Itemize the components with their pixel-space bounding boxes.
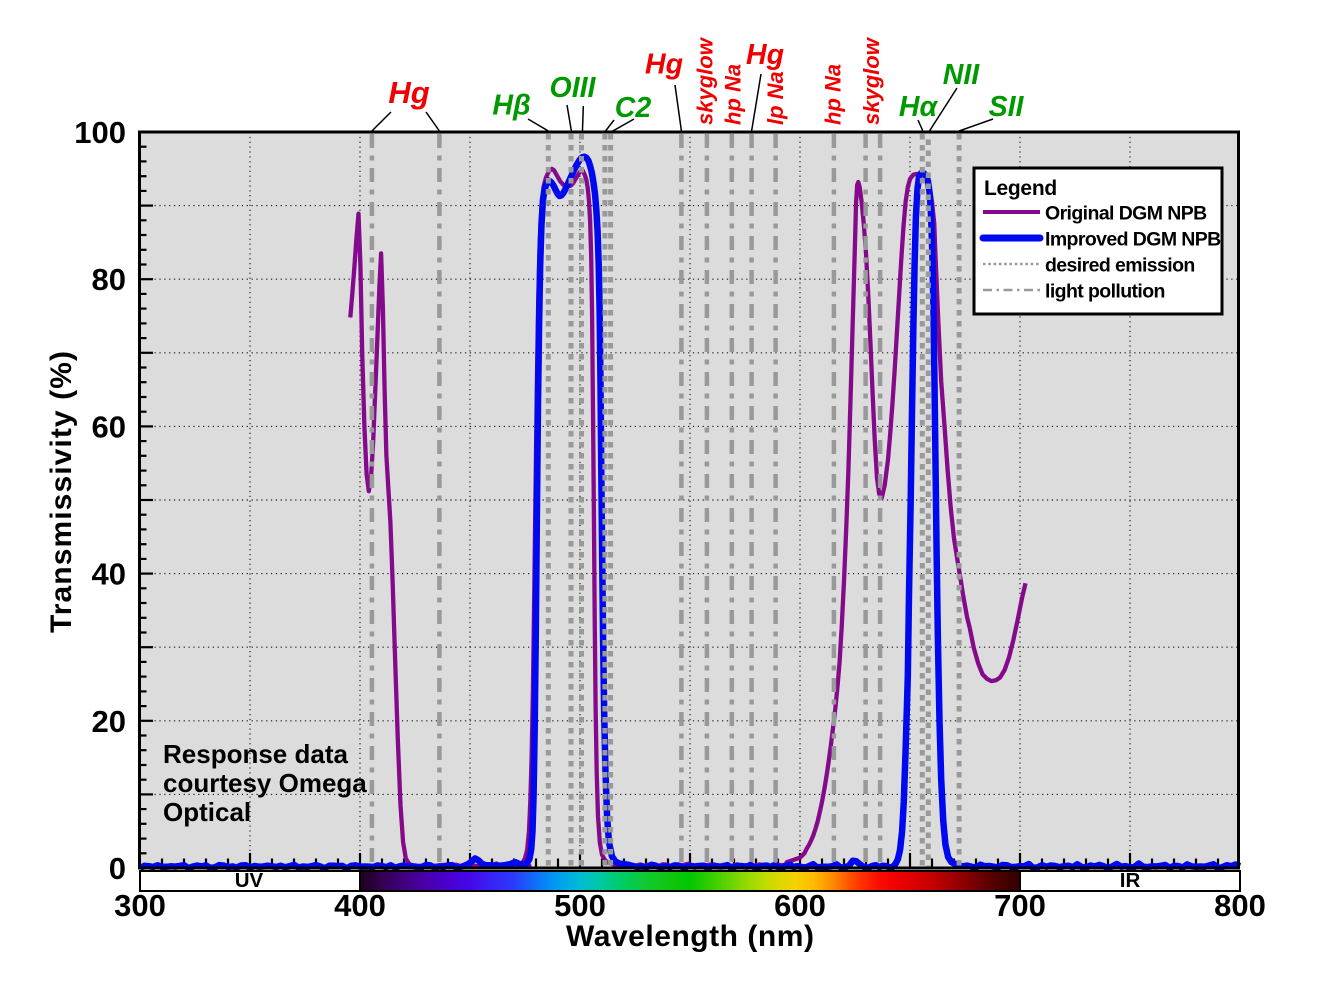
svg-text:courtesy Omega: courtesy Omega [163, 768, 367, 798]
svg-text:Legend: Legend [984, 177, 1057, 200]
svg-text:100: 100 [74, 115, 126, 150]
svg-text:800: 800 [1214, 888, 1266, 923]
svg-text:Hg: Hg [388, 75, 429, 110]
svg-text:hp Na: hp Na [821, 64, 846, 125]
svg-text:OIII: OIII [550, 72, 597, 104]
svg-text:40: 40 [92, 557, 126, 592]
svg-text:Hg: Hg [746, 39, 784, 71]
svg-text:20: 20 [92, 704, 126, 739]
svg-text:C2: C2 [615, 92, 652, 124]
svg-text:hp Na: hp Na [720, 64, 745, 125]
svg-text:desired emission: desired emission [1045, 255, 1195, 277]
svg-text:700: 700 [994, 888, 1046, 923]
svg-text:lp Na: lp Na [763, 71, 788, 125]
svg-text:0: 0 [109, 851, 126, 886]
svg-text:SII: SII [989, 91, 1025, 123]
svg-text:500: 500 [554, 888, 606, 923]
svg-text:IR: IR [1120, 869, 1141, 892]
svg-text:skyglow: skyglow [693, 36, 718, 125]
svg-text:Improved DGM NPB: Improved DGM NPB [1045, 229, 1221, 251]
svg-text:skyglow: skyglow [859, 36, 884, 125]
svg-text:80: 80 [92, 262, 126, 297]
svg-text:Response data: Response data [163, 739, 348, 769]
svg-text:60: 60 [92, 409, 126, 444]
svg-text:UV: UV [235, 869, 264, 892]
svg-text:300: 300 [114, 888, 166, 923]
svg-text:light pollution: light pollution [1045, 281, 1165, 303]
svg-text:Hβ: Hβ [492, 90, 530, 122]
svg-text:Hg: Hg [645, 49, 683, 81]
svg-text:400: 400 [334, 888, 386, 923]
svg-text:Optical: Optical [163, 797, 251, 827]
svg-text:Wavelength (nm): Wavelength (nm) [566, 920, 814, 953]
svg-text:NII: NII [943, 59, 981, 91]
svg-text:Transmissivity (%): Transmissivity (%) [45, 351, 78, 633]
svg-text:Original DGM NPB: Original DGM NPB [1045, 203, 1207, 225]
svg-text:600: 600 [774, 888, 826, 923]
svg-text:Hα: Hα [899, 91, 939, 123]
